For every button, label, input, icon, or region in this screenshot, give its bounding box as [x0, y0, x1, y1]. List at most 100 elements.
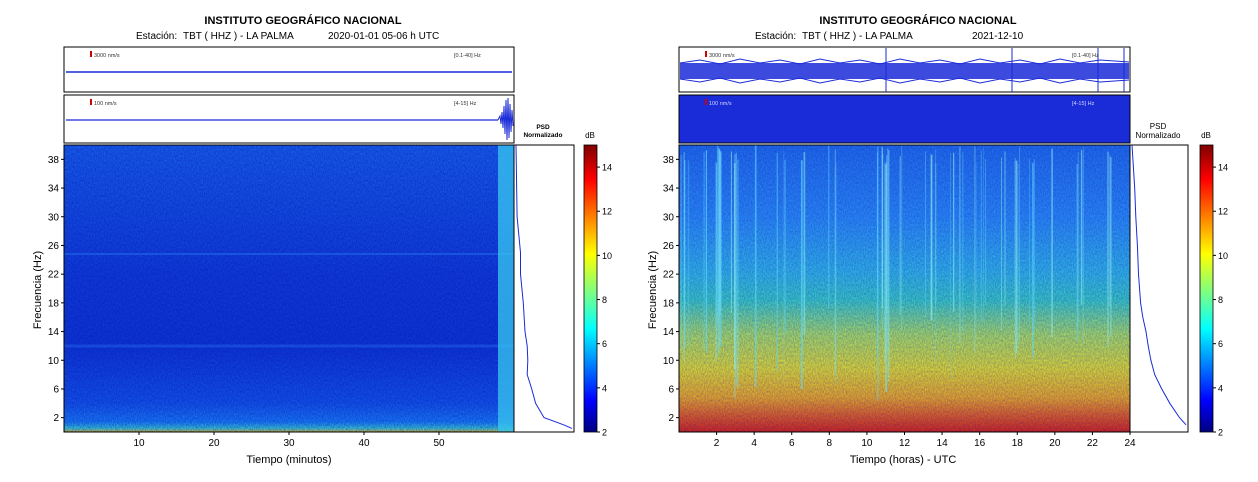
panel-left: INSTITUTO GEOGRÁFICO NACIONAL Estación: … [32, 14, 612, 466]
y-tick-label: 10 [663, 356, 675, 367]
x-tick-label: 22 [1087, 438, 1099, 449]
y-tick-label: 26 [663, 241, 675, 252]
y-axis-label: Frecuencia (Hz) [32, 251, 44, 329]
x-tick-label: 14 [937, 438, 949, 449]
date-label: 2020-01-01 05-06 h UTC [328, 31, 439, 42]
psd-label: PSD [1150, 122, 1167, 131]
y-tick-label: 18 [663, 298, 675, 309]
seismogram-trace-broadband: 3000 nm/s [0.1-40] Hz [678, 46, 1131, 93]
psd-line [515, 144, 573, 429]
station-name: TBT ( HHZ ) - LA PALMA [183, 31, 294, 42]
trace-scale: 100 nm/s [94, 101, 117, 107]
event-band [498, 145, 514, 432]
spectrogram-left [63, 144, 515, 433]
x-axis-label: Tiempo (horas) - UTC [850, 454, 957, 466]
trace-band: [4-15] Hz [454, 101, 477, 107]
psd-label: PSD [536, 124, 550, 131]
event-burst [497, 97, 514, 141]
seismogram-trace-filtered: 100 nm/s [4-15] Hz [678, 94, 1131, 144]
y-tick-label: 38 [663, 155, 675, 166]
psd-profile-left [515, 144, 573, 429]
psd-sublabel: Normalizado [1136, 131, 1181, 140]
x-tick-label: 4 [751, 438, 757, 449]
colorbar-tick-label: 2 [602, 428, 607, 438]
y-tick-label: 10 [48, 356, 60, 367]
y-tick-label: 30 [663, 212, 675, 223]
colorbar-tick-label: 12 [1218, 207, 1228, 217]
x-axis-label: Tiempo (minutos) [246, 454, 331, 466]
x-tick-label: 10 [133, 438, 145, 449]
y-tick-label: 6 [53, 384, 59, 395]
psd-profile-right [1131, 144, 1187, 426]
colorbar-tick-label: 6 [602, 339, 607, 349]
y-tick-label: 2 [53, 413, 59, 424]
y-tick-label: 6 [668, 384, 674, 395]
panel-title: INSTITUTO GEOGRÁFICO NACIONAL [819, 14, 1016, 27]
panel-right: INSTITUTO GEOGRÁFICO NACIONAL Estación: … [647, 14, 1228, 466]
psd-frame [513, 144, 575, 433]
x-tick-label: 18 [1012, 438, 1024, 449]
spectrogram-right [678, 144, 1131, 433]
y-tick-label: 2 [668, 413, 674, 424]
y-tick-label: 30 [48, 212, 60, 223]
x-tick-label: 20 [1049, 438, 1061, 449]
colorbar-ticks-right: 2 4 6 8 10 12 14 [1213, 163, 1228, 438]
trace-scale: 100 nm/s [709, 101, 732, 107]
psd-sublabel: Normalizado [523, 132, 562, 139]
colorbar-tick-label: 14 [602, 163, 612, 173]
station-name: TBT ( HHZ ) - LA PALMA [802, 31, 913, 42]
x-tick-label: 40 [358, 438, 370, 449]
x-tick-label: 20 [208, 438, 220, 449]
x-tick-label: 8 [827, 438, 833, 449]
y-tick-label: 22 [663, 270, 675, 281]
panel-title: INSTITUTO GEOGRÁFICO NACIONAL [204, 14, 401, 27]
colorbar-tick-label: 10 [1218, 251, 1228, 261]
colorbar [583, 144, 598, 433]
colorbar-tick-label: 8 [1218, 295, 1223, 305]
trace-scale: 3000 nm/s [94, 53, 120, 59]
scale-marker [705, 51, 707, 57]
scale-marker [90, 51, 92, 57]
colorbar-tick-label: 12 [602, 207, 612, 217]
transient-events [680, 145, 1112, 401]
x-tick-label: 12 [899, 438, 911, 449]
x-tick-label: 16 [974, 438, 986, 449]
scale-marker [90, 99, 92, 105]
psd-frame [1129, 144, 1189, 433]
y-tick-label: 14 [663, 327, 675, 338]
colorbar-tick-label: 4 [602, 383, 607, 393]
psd-line [1131, 144, 1187, 426]
station-label: Estación: [136, 31, 177, 42]
y-tick-label: 34 [48, 184, 60, 195]
colorbar-tick-label: 14 [1218, 163, 1228, 173]
y-tick-label: 14 [48, 327, 60, 338]
colorbar-tick-label: 2 [1218, 428, 1223, 438]
trace-band: [0.1-40] Hz [1072, 53, 1099, 59]
scale-marker [705, 99, 707, 105]
x-tick-label: 30 [283, 438, 295, 449]
colorbar-ticks-left: 2 4 6 8 10 12 14 [597, 163, 612, 438]
y-tick-label: 18 [48, 298, 60, 309]
x-tick-label: 50 [433, 438, 445, 449]
colorbar [1199, 144, 1214, 433]
colorbar-tick-label: 4 [1218, 383, 1223, 393]
colorbar-unit: dB [585, 131, 595, 140]
x-tick-label: 6 [789, 438, 795, 449]
trace-band: [4-15] Hz [1072, 101, 1095, 107]
y-tick-label: 34 [663, 184, 675, 195]
colorbar-unit: dB [1201, 131, 1211, 140]
trace-scale: 3000 nm/s [709, 53, 735, 59]
station-label: Estación: [755, 31, 796, 42]
seismogram-trace-filtered: 100 nm/s [4-15] Hz [63, 94, 515, 144]
x-tick-label: 10 [861, 438, 873, 449]
y-axis-label: Frecuencia (Hz) [647, 251, 659, 329]
trace-band: [0.1-40] Hz [454, 53, 481, 59]
colorbar-tick-label: 10 [602, 251, 612, 261]
x-tick-label: 2 [714, 438, 720, 449]
x-tick-label: 24 [1124, 438, 1136, 449]
y-tick-label: 26 [48, 241, 60, 252]
colorbar-tick-label: 8 [602, 295, 607, 305]
